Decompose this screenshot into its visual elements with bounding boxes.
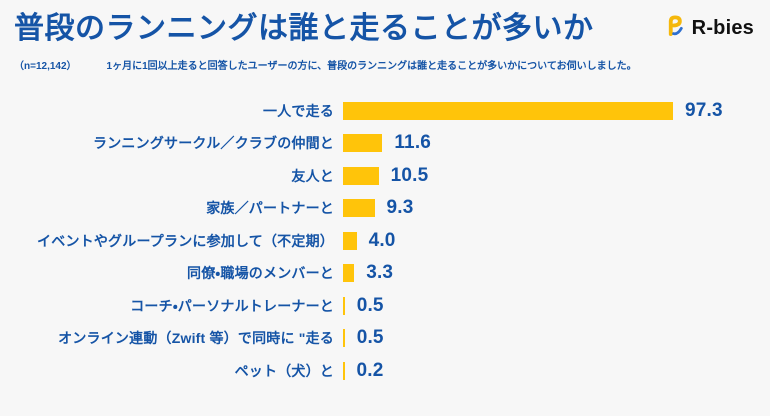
bar bbox=[343, 361, 345, 380]
category-label: ペット（犬）と bbox=[234, 362, 334, 379]
chart-row: 友人と 10.5 bbox=[0, 160, 770, 193]
chart-row: オンライン連動（Zwift 等）で同時に "走る 0.5 bbox=[0, 322, 770, 355]
bar bbox=[343, 101, 673, 120]
bar-area: 11.6 bbox=[343, 132, 770, 154]
chart-row: 家族／パートナーと 9.3 bbox=[0, 192, 770, 225]
page-title: 普段のランニングは誰と走ることが多いか bbox=[14, 12, 594, 45]
bar bbox=[343, 329, 345, 348]
category-label: コーチ・パーソナルトレーナーと bbox=[130, 297, 334, 314]
bar bbox=[343, 134, 383, 153]
category-label: オンライン連動（Zwift 等）で同時に "走る bbox=[58, 330, 334, 347]
bar-chart: 一人で走る 97.3 ランニングサークル／クラブの仲間と 11.6 友人と 10… bbox=[0, 95, 770, 388]
category-label: イベントやグループランに参加して（不定期） bbox=[37, 232, 334, 249]
bar-area: 0.5 bbox=[343, 295, 770, 317]
value-label: 3.3 bbox=[366, 262, 394, 284]
category-label: ランニングサークル／クラブの仲間と bbox=[93, 135, 334, 152]
value-label: 0.2 bbox=[356, 359, 384, 381]
bar-area: 0.2 bbox=[343, 360, 770, 382]
value-label: 0.5 bbox=[356, 327, 384, 349]
header: 普段のランニングは誰と走ることが多いか R-bies bbox=[0, 0, 770, 48]
chart-row: ランニングサークル／クラブの仲間と 11.6 bbox=[0, 127, 770, 160]
bar bbox=[343, 199, 375, 218]
category-label: 家族／パートナーと bbox=[206, 200, 334, 217]
bar bbox=[343, 231, 357, 250]
bar-area: 3.3 bbox=[343, 262, 770, 284]
bar-area: 4.0 bbox=[343, 230, 770, 252]
bar bbox=[343, 264, 355, 283]
chart-row: 一人で走る 97.3 bbox=[0, 95, 770, 128]
category-label: 一人で走る bbox=[263, 102, 334, 119]
r-bies-logo-icon bbox=[665, 14, 688, 42]
chart-subtitle: （n=12,142） 1ヶ月に1回以上走ると回答したユーザーの方に、普段のランニ… bbox=[0, 57, 770, 72]
value-label: 9.3 bbox=[386, 197, 414, 219]
bar bbox=[343, 166, 379, 185]
chart-row: 同僚・職場のメンバーと 3.3 bbox=[0, 257, 770, 290]
chart-row: コーチ・パーソナルトレーナーと 0.5 bbox=[0, 290, 770, 323]
chart-row: ペット（犬）と 0.2 bbox=[0, 355, 770, 388]
r-bies-logo: R-bies bbox=[665, 14, 754, 42]
value-label: 4.0 bbox=[368, 229, 396, 251]
value-label: 10.5 bbox=[390, 164, 429, 186]
value-label: 11.6 bbox=[394, 132, 432, 154]
bar-area: 97.3 bbox=[343, 100, 770, 122]
bar-area: 10.5 bbox=[343, 165, 770, 187]
bar-area: 0.5 bbox=[343, 327, 770, 349]
value-label: 97.3 bbox=[685, 99, 723, 121]
category-label: 友人と bbox=[291, 167, 334, 184]
logo-wordmark: R-bies bbox=[691, 16, 754, 39]
bar bbox=[343, 296, 345, 315]
bar-area: 9.3 bbox=[343, 197, 770, 219]
value-label: 0.5 bbox=[356, 294, 384, 316]
sample-size: （n=12,142） bbox=[14, 60, 77, 72]
survey-description: 1ヶ月に1回以上走ると回答したユーザーの方に、普段のランニングは誰と走ることが多… bbox=[106, 60, 637, 72]
category-label: 同僚・職場のメンバーと bbox=[187, 265, 334, 282]
chart-row: イベントやグループランに参加して（不定期） 4.0 bbox=[0, 225, 770, 258]
